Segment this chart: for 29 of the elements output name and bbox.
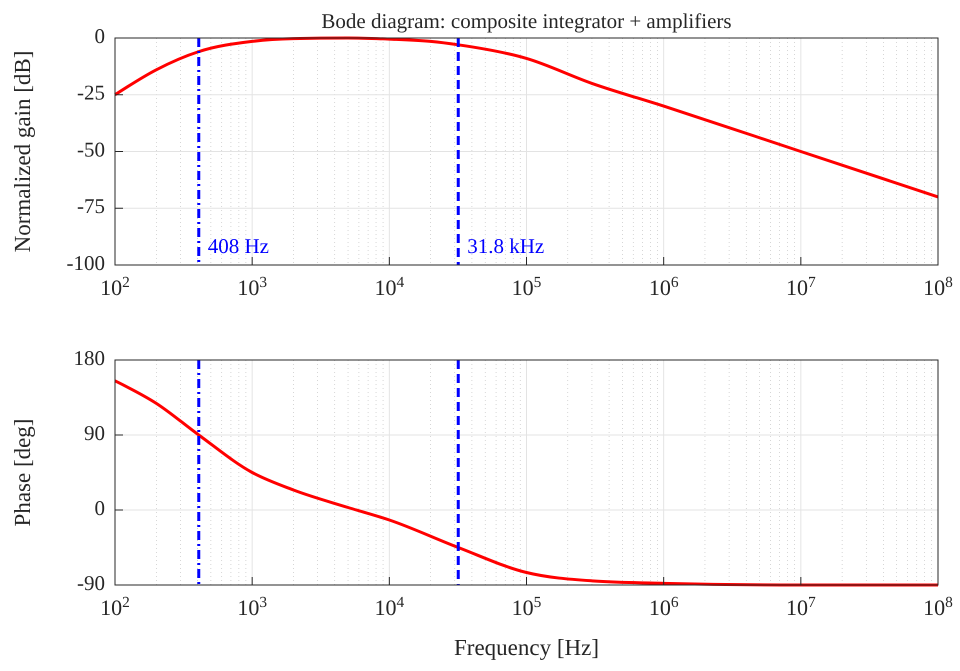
- y-tick-label: -100: [66, 250, 105, 275]
- x-tick-label: 10$^{2}$: [100, 274, 130, 300]
- x-tick-label: 10$^{7}$: [786, 594, 816, 620]
- x-tick-label: 10$^{7}$: [786, 274, 816, 300]
- x-tick-label: 10$^{6}$: [648, 274, 679, 300]
- x-tick-label: 10$^{5}$: [512, 274, 542, 300]
- x-tick-label: 10$^{8}$: [923, 274, 954, 300]
- y-axis-title: Normalized gain [dB]: [10, 50, 35, 252]
- x-tick-label: 10$^{6}$: [648, 594, 679, 620]
- y-tick-label: -25: [77, 80, 105, 105]
- y-tick-label: -50: [77, 137, 105, 162]
- x-tick-label: 10$^{5}$: [512, 594, 542, 620]
- y-tick-label: 0: [94, 496, 105, 520]
- x-tick-label: 10$^{4}$: [374, 274, 404, 300]
- ref-line-label: 31.8 kHz: [467, 234, 544, 258]
- y-axis-title: Phase [deg]: [10, 418, 35, 526]
- x-tick-label: 10$^{4}$: [374, 594, 404, 620]
- y-tick-label: 180: [74, 346, 105, 370]
- x-tick-label: 10$^{3}$: [237, 274, 268, 300]
- x-axis-title: Frequency [Hz]: [454, 635, 599, 660]
- x-tick-label: 10$^{3}$: [237, 594, 268, 620]
- y-tick-label: -90: [77, 570, 105, 595]
- y-tick-label: -75: [77, 194, 105, 218]
- x-tick-label: 10$^{2}$: [100, 594, 130, 620]
- x-tick-label: 10$^{8}$: [923, 594, 954, 620]
- chart-title: Bode diagram: composite integrator + amplifiers: [321, 9, 732, 33]
- ref-line-label: 408 Hz: [208, 234, 270, 258]
- y-tick-label: 0: [94, 24, 105, 48]
- y-tick-label: 90: [84, 420, 105, 445]
